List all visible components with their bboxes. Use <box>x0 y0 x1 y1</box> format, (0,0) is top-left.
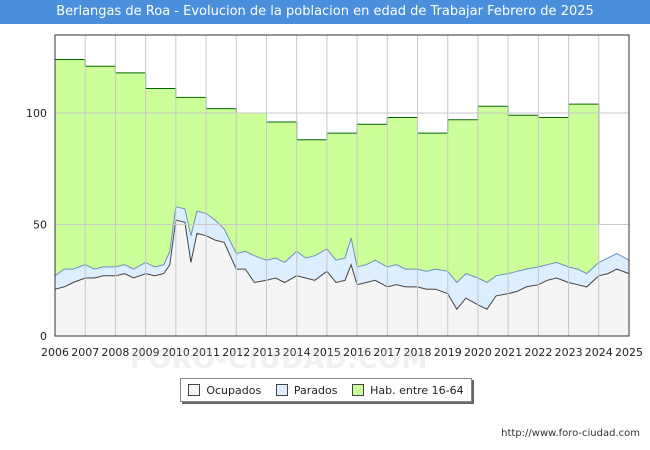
legend-item-parados: Parados <box>275 383 338 397</box>
x-tick-label-2023: 2023 <box>555 346 583 359</box>
x-tick-label-2012: 2012 <box>222 346 250 359</box>
legend-swatch-parados <box>275 384 288 396</box>
chart-title: Berlangas de Roa - Evolucion de la pobla… <box>0 0 650 24</box>
legend-label-ocupados: Ocupados <box>206 383 262 397</box>
x-tick-label-2024: 2024 <box>585 346 613 359</box>
x-tick-label-2010: 2010 <box>162 346 190 359</box>
x-tick-label-2025: 2025 <box>615 346 643 359</box>
x-tick-label-2007: 2007 <box>71 346 99 359</box>
source-url: http://www.foro-ciudad.com <box>501 428 640 439</box>
x-tick-label-2018: 2018 <box>404 346 432 359</box>
watermark-text: FORO-CIUDAD.COM <box>130 345 429 375</box>
x-tick-label-2008: 2008 <box>101 346 129 359</box>
y-tick-label-50: 50 <box>33 219 47 232</box>
legend-item-habitantes: Hab. entre 16-64 <box>352 384 464 397</box>
x-tick-label-2014: 2014 <box>283 346 311 359</box>
plot-frame <box>54 34 630 337</box>
series-line-ocupados <box>54 219 630 311</box>
legend-label-habitantes: Hab. entre 16-64 <box>370 383 464 397</box>
x-tick-label-2017: 2017 <box>373 346 401 359</box>
x-tick-label-2011: 2011 <box>192 346 220 359</box>
x-tick-label-2009: 2009 <box>132 346 160 359</box>
x-tick-label-2013: 2013 <box>252 346 280 359</box>
x-tick-label-2021: 2021 <box>494 346 522 359</box>
x-tick-label-2022: 2022 <box>524 346 552 359</box>
series-area-ocupados <box>55 220 629 336</box>
legend-swatch-ocupados <box>188 384 201 396</box>
series-line-parados <box>54 206 630 284</box>
x-tick-label-2016: 2016 <box>343 346 371 359</box>
y-tick-label-100: 100 <box>26 107 47 120</box>
x-tick-label-2015: 2015 <box>313 346 341 359</box>
legend-label-parados: Parados <box>293 383 338 397</box>
x-tick-label-2020: 2020 <box>464 346 492 359</box>
legend: Ocupados Parados Hab. entre 16-64 <box>180 378 472 402</box>
legend-swatch-habitantes <box>352 384 365 396</box>
legend-item-ocupados: Ocupados <box>188 384 261 397</box>
x-tick-label-2006: 2006 <box>41 346 69 359</box>
x-tick-label-2019: 2019 <box>434 346 462 359</box>
y-tick-label-0: 0 <box>40 330 47 343</box>
